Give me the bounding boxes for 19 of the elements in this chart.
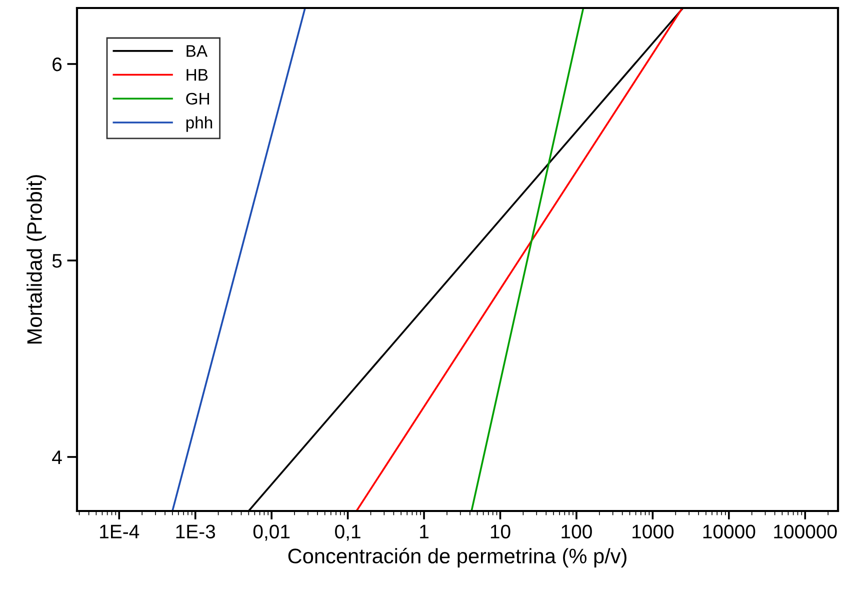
x-tick-label: 1 — [420, 524, 428, 538]
y-axis-title: Mortalidad (Probit) — [26, 175, 46, 344]
legend-label: HB — [186, 69, 208, 81]
legend-label: BA — [186, 45, 208, 57]
x-tick-label: 1000 — [632, 524, 674, 538]
x-tick-label: 100000 — [774, 524, 837, 538]
x-axis-title: Concentración de permetrina (% p/v) — [288, 548, 626, 568]
x-tick-label: 10 — [490, 524, 510, 538]
x-tick-label: 1E-3 — [176, 524, 216, 538]
x-tick-label: 10000 — [703, 524, 756, 538]
x-tick-label: 100 — [562, 524, 592, 538]
x-tick-label: 1E-4 — [100, 524, 140, 538]
y-tick-label: 5 — [52, 254, 62, 268]
y-tick-label: 4 — [52, 450, 62, 464]
y-tick-label: 6 — [52, 57, 62, 72]
x-tick-label: 0,1 — [335, 524, 360, 541]
legend-label: GH — [186, 92, 209, 105]
legend-label: phh — [186, 116, 212, 132]
x-tick-label: 0,01 — [253, 524, 290, 541]
